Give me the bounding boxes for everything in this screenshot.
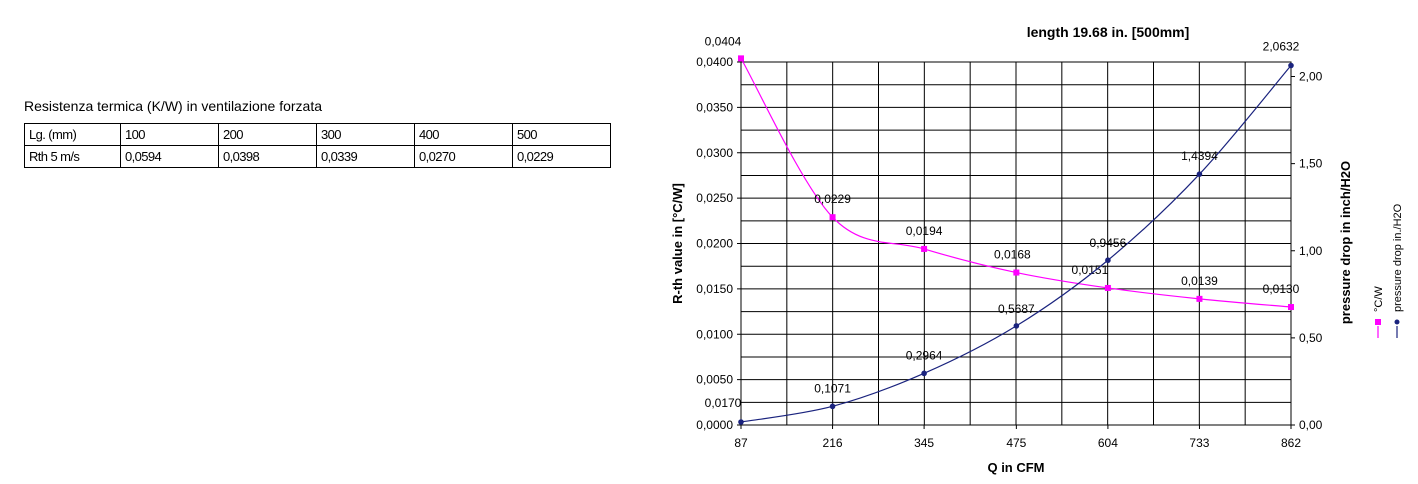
rth-data-label: 0,0130: [1263, 282, 1300, 296]
rth-data-point: [1104, 284, 1111, 291]
y-left-tick-label: 0,0350: [696, 100, 733, 114]
legend-label-rth: °C/W: [1373, 286, 1385, 312]
y-left-tick-label: 0,0300: [696, 146, 733, 160]
table-cell: Lg. (mm): [24, 123, 121, 146]
table-cell: 0,0270: [414, 145, 513, 168]
rth-data-label: 0,0151: [1072, 263, 1109, 277]
pressure-data-label: 1,4394: [1181, 149, 1218, 163]
table-caption: Resistenza termica (K/W) in ventilazione…: [24, 98, 322, 114]
y-right-tick-label: 1,50: [1299, 157, 1323, 171]
table-cell: 0,0594: [120, 145, 219, 168]
x-axis-label: Q in CFM: [987, 460, 1044, 475]
pressure-data-label: 0,5687: [998, 302, 1035, 316]
y-right-tick-label: 0,00: [1299, 418, 1323, 432]
rth-data-label: 0,0168: [994, 248, 1031, 262]
y-right-tick-label: 2,00: [1299, 70, 1323, 84]
pressure-data-point: [738, 419, 744, 425]
pressure-data-label: 2,0632: [1263, 40, 1300, 54]
rth-data-label: 0,0229: [814, 192, 851, 206]
x-tick-label: 475: [1006, 436, 1026, 450]
pressure-data-point: [1105, 257, 1111, 264]
y-left-tick-label: 0,0200: [696, 237, 733, 251]
y-right-axis-label: pressure drop in inch/H2O: [1338, 161, 1353, 324]
x-tick-label: 604: [1098, 436, 1118, 450]
legend-marker-pressure: [1394, 319, 1400, 325]
thermal-resistance-section: Resistenza termica (K/W) in ventilazione…: [24, 98, 611, 168]
table-row-length: Lg. (mm) 100 200 300 400 500: [24, 123, 611, 146]
rth-data-label: 0,0194: [906, 224, 943, 238]
rth-data-point: [829, 214, 836, 221]
y-left-tick-label: 0,0100: [696, 327, 733, 341]
pressure-data-point: [921, 370, 927, 377]
y-left-tick-label: 0,0150: [696, 282, 733, 296]
table-cell: 200: [218, 123, 317, 146]
pressure-data-point: [1196, 171, 1203, 177]
rth-data-label: 0,0139: [1181, 274, 1218, 288]
legend-marker-rth: [1375, 319, 1381, 325]
pressure-data-label: 0,9456: [1090, 236, 1127, 250]
x-tick-label: 345: [914, 436, 934, 450]
pressure-data-point: [829, 403, 836, 410]
x-tick-label: 862: [1281, 436, 1301, 450]
table-cell: 400: [414, 123, 513, 146]
rth-data-point: [1288, 304, 1294, 311]
legend-label-pressure: pressure drop in./H2O: [1392, 203, 1404, 312]
x-tick-label: 216: [823, 436, 843, 450]
rth-data-point: [1196, 295, 1203, 302]
pressure-data-label: 0,2964: [906, 348, 943, 362]
rth-data-point: [1013, 269, 1020, 276]
y-left-axis-label: R-th value in [°C/W]: [670, 183, 685, 304]
table-cell: 0,0339: [316, 145, 415, 168]
chart-title: length 19.68 in. [500mm]: [1027, 24, 1190, 40]
pressure-data-label: 0,0170: [705, 396, 742, 410]
rth-pressure-chart: 0,0000 0,0050 0,0100 0,0150 0,0200 0,0250 0,03…: [670, 24, 1404, 475]
table-cell: 0,0398: [218, 145, 317, 168]
thermal-resistance-table: Lg. (mm) 100 200 300 400 500 Rth 5 m/s 0…: [24, 123, 611, 168]
x-tick-label: 87: [734, 436, 748, 450]
rth-data-label: 0,0404: [705, 34, 742, 48]
rth-data-point: [921, 245, 928, 252]
y-right-tick-label: 1,00: [1299, 244, 1323, 258]
y-left-tick-label: 0,0050: [696, 373, 733, 387]
table-cell: Rth 5 m/s: [24, 145, 121, 168]
y-left-tick-label: 0,0000: [696, 418, 733, 432]
y-left-tick-label: 0,0400: [696, 55, 733, 69]
table-row-rth: Rth 5 m/s 0,0594 0,0398 0,0339 0,0270 0,…: [24, 145, 611, 168]
pressure-data-point: [1288, 62, 1294, 69]
pressure-data-label: 0,1071: [814, 381, 851, 395]
table-cell: 100: [120, 123, 219, 146]
y-left-tick-label: 0,0250: [696, 191, 733, 205]
table-cell: 0,0229: [512, 145, 611, 168]
table-cell: 300: [316, 123, 415, 146]
x-tick-label: 733: [1189, 436, 1209, 450]
pressure-data-point: [1013, 323, 1020, 329]
rth-data-point: [738, 55, 744, 62]
y-right-tick-label: 0,50: [1299, 331, 1323, 345]
table-cell: 500: [512, 123, 611, 146]
